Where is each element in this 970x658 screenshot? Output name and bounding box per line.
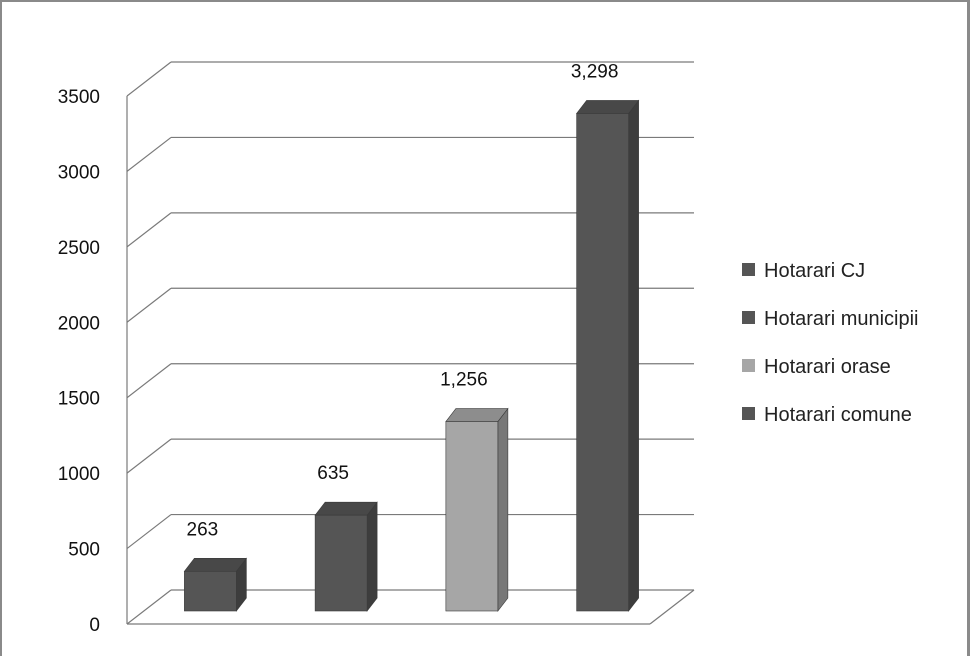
y-tick-label: 2000 xyxy=(58,313,100,334)
bar-side xyxy=(366,501,378,612)
side-gridline xyxy=(126,514,172,550)
data-label: 1,256 xyxy=(440,370,488,391)
bar xyxy=(314,514,368,612)
data-label: 263 xyxy=(187,519,219,540)
bar-top xyxy=(183,558,247,572)
y-tick-label: 2500 xyxy=(58,238,100,259)
bar xyxy=(184,571,237,612)
legend-label: Hotarari orase xyxy=(764,356,891,378)
data-label: 3,298 xyxy=(571,61,619,82)
bar-side xyxy=(628,99,639,612)
legend-label: Hotarari municipii xyxy=(764,308,919,330)
side-gridline xyxy=(126,438,172,474)
y-tick-label: 3500 xyxy=(58,87,100,108)
legend-label: Hotarari CJ xyxy=(764,260,865,282)
side-gridline xyxy=(126,287,172,323)
bars xyxy=(183,99,640,612)
bar-top xyxy=(445,408,509,422)
side-gridline xyxy=(126,136,172,172)
legend-swatch xyxy=(742,311,755,324)
y-tick-label: 1000 xyxy=(58,464,100,485)
side-gridline xyxy=(126,589,172,625)
side-gridline xyxy=(126,212,172,248)
legend-swatch xyxy=(742,263,755,276)
bar-top xyxy=(314,501,378,516)
legend-swatch xyxy=(742,407,755,420)
side-gridline xyxy=(126,61,172,97)
data-labels: 263 635 1,256 3,298 xyxy=(187,61,619,540)
legend: Hotarari CJ Hotarari municipii Hotarari or… xyxy=(742,260,919,426)
side-gridline xyxy=(126,363,172,399)
y-axis: 0 500 1000 1500 2000 2500 3000 3500 xyxy=(58,87,128,636)
bar xyxy=(576,113,629,612)
y-tick-label: 0 xyxy=(89,615,100,636)
bar-top xyxy=(576,100,640,114)
floor-right-edge xyxy=(649,589,695,625)
bar-side xyxy=(497,407,509,612)
bar xyxy=(445,421,499,612)
y-tick-label: 1500 xyxy=(58,389,100,410)
y-tick-label: 3000 xyxy=(58,162,100,183)
legend-label: Hotarari comune xyxy=(764,404,912,426)
legend-swatch xyxy=(742,359,755,372)
data-label: 635 xyxy=(317,463,349,484)
y-tick-label: 500 xyxy=(68,540,100,561)
